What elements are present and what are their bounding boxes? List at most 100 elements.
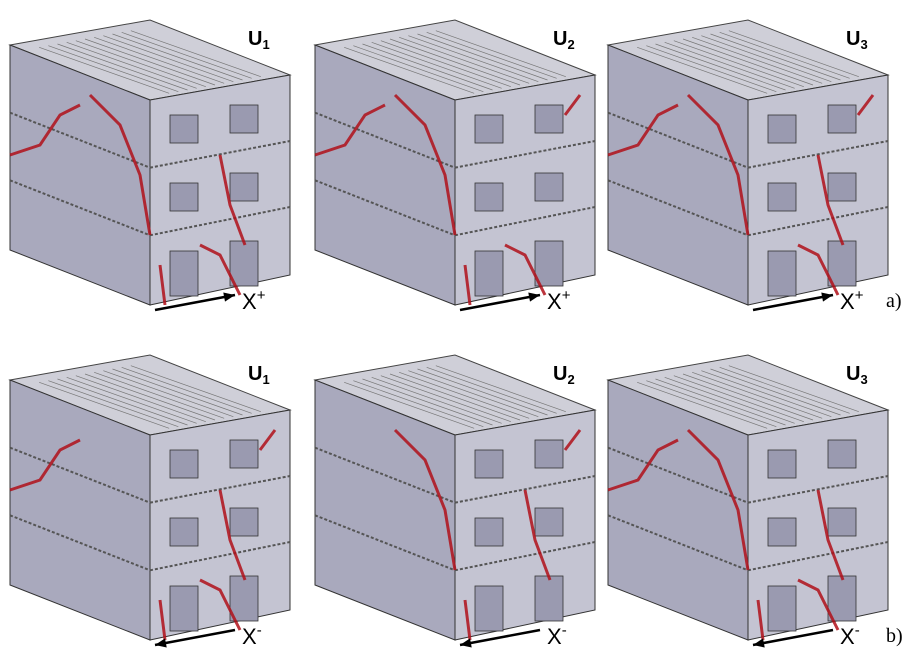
axis-sign: - (562, 622, 567, 639)
load-label: U3 (846, 28, 868, 52)
roof-grid (673, 40, 804, 87)
window (229, 575, 259, 622)
floor-band (314, 111, 456, 169)
damage-crack (686, 93, 750, 236)
window (169, 517, 199, 547)
roof-grid (637, 382, 768, 429)
roof-grid (417, 368, 548, 416)
direction-arrow (459, 293, 541, 312)
window (534, 575, 564, 622)
roof-grid (121, 32, 252, 79)
label-sub: 1 (262, 372, 269, 387)
roof-grid (362, 43, 493, 91)
floor-band (454, 475, 596, 504)
window (767, 182, 797, 212)
damage-crack (607, 438, 679, 492)
window (767, 449, 797, 479)
arrow-head (223, 292, 235, 302)
window (229, 172, 259, 202)
roof-grid (84, 373, 216, 421)
load-label: U2 (553, 28, 575, 52)
subfigure-tag: b) (886, 625, 903, 647)
window (169, 585, 199, 632)
damage-crack (686, 428, 750, 571)
window (229, 507, 259, 537)
roof-grid (48, 380, 179, 427)
damage-crack (199, 578, 242, 631)
window (827, 439, 857, 469)
direction-label: X- (242, 622, 262, 649)
label-main: U (846, 363, 860, 385)
window (827, 104, 857, 134)
floor-band (607, 514, 749, 572)
load-label: U3 (846, 363, 868, 387)
roof-grid (408, 370, 539, 417)
roof-grid (719, 32, 850, 79)
damage-crack (199, 243, 242, 296)
roof-grid (701, 35, 832, 82)
floor-band (149, 475, 291, 504)
window (229, 104, 259, 134)
direction-arrow (752, 628, 834, 647)
roof-grid (389, 38, 521, 86)
roof-grid (48, 45, 179, 92)
floor-band (9, 446, 151, 504)
direction-label: X+ (242, 287, 266, 314)
roof-grid (84, 38, 216, 86)
window (767, 585, 797, 632)
floor-band (747, 541, 889, 572)
window (767, 114, 797, 144)
damage-crack (463, 264, 472, 306)
window (827, 240, 857, 287)
floor-band (149, 541, 291, 572)
roof-grid (682, 373, 814, 421)
label-main: U (846, 28, 860, 50)
damage-crack (563, 429, 582, 451)
floor-band (314, 446, 456, 504)
window (534, 240, 564, 287)
axis-sign: + (562, 287, 571, 304)
damage-crack (816, 489, 845, 581)
floor-band (9, 111, 151, 169)
building (606, 19, 890, 306)
floor-band (747, 140, 889, 169)
damage-crack (393, 93, 457, 236)
axis-sign: - (855, 622, 860, 639)
roof-grid (710, 368, 841, 416)
label-main: U (248, 28, 262, 50)
roof-grid (435, 30, 566, 77)
window (827, 575, 857, 622)
damage-crack (218, 489, 247, 581)
window (169, 449, 199, 479)
damage-crack (393, 428, 457, 571)
building (606, 354, 890, 641)
roof-grid (417, 33, 548, 81)
floor-band (747, 475, 889, 504)
roof-grid (408, 35, 539, 82)
label-main: U (553, 363, 567, 385)
roof-grid (728, 30, 859, 77)
roof-grid (344, 47, 475, 94)
building (8, 19, 292, 306)
damage-crack (158, 264, 167, 306)
direction-arrow (752, 293, 834, 312)
window (534, 439, 564, 469)
direction-label: X- (547, 622, 567, 649)
floor-band (607, 111, 749, 169)
label-sub: 2 (567, 37, 574, 52)
floor-band (607, 179, 749, 237)
roof-grid (380, 40, 511, 87)
roof-grid (57, 43, 188, 91)
roof-grid (637, 47, 768, 94)
damage-crack (756, 599, 765, 641)
damage-crack (158, 599, 167, 641)
subfigure-tag: a) (886, 290, 902, 312)
roof-grid (399, 37, 530, 84)
label-main: U (248, 363, 262, 385)
axis-sign: + (855, 287, 864, 304)
axis-sign: - (257, 622, 262, 639)
roof-grid (66, 377, 197, 424)
floor-band (747, 206, 889, 237)
floor-band (9, 514, 151, 572)
direction-arrow (459, 628, 541, 647)
